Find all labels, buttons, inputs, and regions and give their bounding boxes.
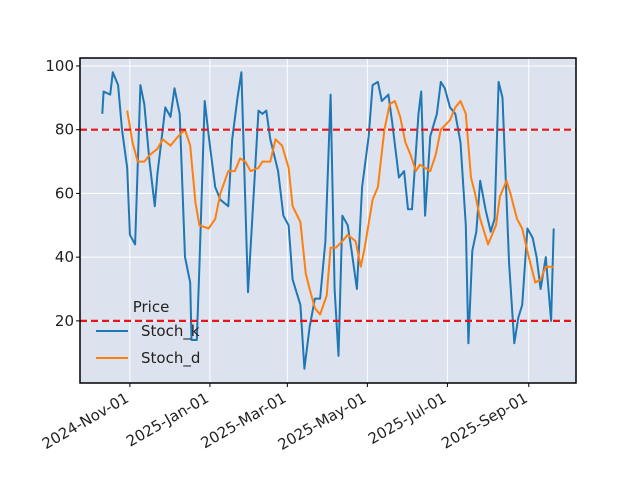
legend-title: Price (133, 298, 170, 316)
y-tick-label: 80 (55, 121, 74, 139)
legend-label: Stoch_d (141, 349, 200, 368)
y-tick-label: 20 (55, 312, 74, 330)
x-tick-label: 2025-May-01 (275, 389, 370, 454)
x-tick-label: 2025-Mar-01 (198, 389, 290, 452)
x-tick-label: 2025-Sep-01 (438, 389, 530, 453)
x-tick-label: 2025-Jan-01 (123, 389, 212, 451)
series-line (126, 100, 554, 316)
x-tick-label: 2025-Jul-01 (365, 389, 449, 448)
plot-frame (79, 57, 577, 384)
y-tick-label: 60 (55, 184, 74, 202)
y-tick-label: 40 (55, 248, 74, 266)
series-line (101, 71, 555, 370)
legend-label: Stoch_k (141, 322, 200, 341)
y-tick-label: 100 (45, 57, 74, 75)
x-tick-label: 2024-Nov-01 (39, 389, 132, 453)
